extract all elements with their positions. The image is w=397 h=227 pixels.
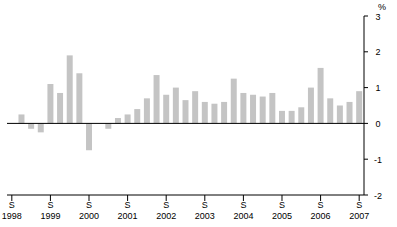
y-tick-label: -1 (374, 155, 382, 165)
bar (28, 123, 34, 128)
x-tick-label: S2002 (156, 200, 176, 221)
y-tick (364, 159, 368, 160)
bars (18, 55, 362, 150)
bar (202, 102, 208, 123)
x-tick-label: S2004 (233, 200, 253, 221)
x-tick-label-line: 2001 (118, 211, 138, 221)
bar (308, 88, 314, 124)
x-tick-label-line: 2005 (272, 211, 292, 221)
x-tick-label: S2007 (349, 200, 369, 221)
bar (327, 98, 333, 123)
bar (134, 109, 140, 123)
bar (211, 104, 217, 124)
y-tick-label: 0 (375, 119, 380, 129)
y-tick (364, 123, 368, 124)
y-tick-label: 3 (375, 12, 380, 22)
bar (356, 91, 362, 123)
x-tick-label-line: S (318, 200, 324, 210)
x-tick-label: S2003 (195, 200, 215, 221)
bar (105, 123, 111, 128)
x-tick-label-line: S (47, 200, 53, 210)
x-tick-label: S2001 (118, 200, 138, 221)
bar (18, 114, 24, 123)
x-tick-label-line: S (279, 200, 285, 210)
x-tick-label: S2000 (79, 200, 99, 221)
x-tick-label-line: 1998 (2, 211, 22, 221)
x-tick-label-line: S (240, 200, 246, 210)
y-axis (364, 16, 365, 195)
bar (57, 93, 63, 123)
x-tick-label-line: 2006 (311, 211, 331, 221)
bar (76, 73, 82, 123)
y-tick-label: -2 (374, 191, 382, 201)
bar (347, 102, 353, 123)
y-tick (364, 87, 368, 88)
bar (250, 95, 256, 124)
bar (231, 79, 237, 124)
x-tick-label-line: 2003 (195, 211, 215, 221)
chart: -2-10123%S1998S1999S2000S2001S2002S2003S… (0, 0, 397, 227)
x-tick-label-line: S (9, 200, 15, 210)
bar (173, 88, 179, 124)
bar (192, 91, 198, 123)
x-tick-label: S1999 (40, 200, 60, 221)
y-axis-label: % (378, 2, 386, 12)
y-tick-label: 1 (375, 83, 380, 93)
bar (38, 123, 44, 132)
bar (86, 123, 92, 150)
y-tick (364, 51, 368, 52)
y-tick (364, 195, 368, 196)
bar (115, 118, 121, 123)
bar (144, 98, 150, 123)
bar (279, 111, 285, 124)
bar (269, 93, 275, 123)
bar (318, 68, 324, 123)
x-tick-label-line: S (163, 200, 169, 210)
bar (289, 111, 295, 124)
bar (163, 95, 169, 124)
zero-line (7, 123, 364, 124)
bar (67, 55, 73, 123)
bar (154, 75, 160, 123)
x-axis (7, 195, 364, 196)
bar (240, 93, 246, 123)
bar (47, 84, 53, 123)
bar (125, 114, 131, 123)
y-tick-label: 2 (375, 47, 380, 57)
x-tick-label-line: 2002 (156, 211, 176, 221)
x-tick-label: S1998 (2, 200, 22, 221)
x-tick-label-line: 1999 (40, 211, 60, 221)
bar (260, 97, 266, 124)
x-tick-label-line: S (202, 200, 208, 210)
x-tick-label-line: 2000 (79, 211, 99, 221)
y-tick (364, 16, 368, 17)
bar (183, 100, 189, 123)
x-tick-label: S2006 (311, 200, 331, 221)
bar (221, 102, 227, 123)
x-tick-label-line: 2004 (233, 211, 253, 221)
x-tick-label-line: S (356, 200, 362, 210)
bar (298, 107, 304, 123)
x-tick-label-line: 2007 (349, 211, 369, 221)
x-tick-label-line: S (86, 200, 92, 210)
bar (337, 106, 343, 124)
x-tick-label: S2005 (272, 200, 292, 221)
x-tick-label-line: S (125, 200, 131, 210)
